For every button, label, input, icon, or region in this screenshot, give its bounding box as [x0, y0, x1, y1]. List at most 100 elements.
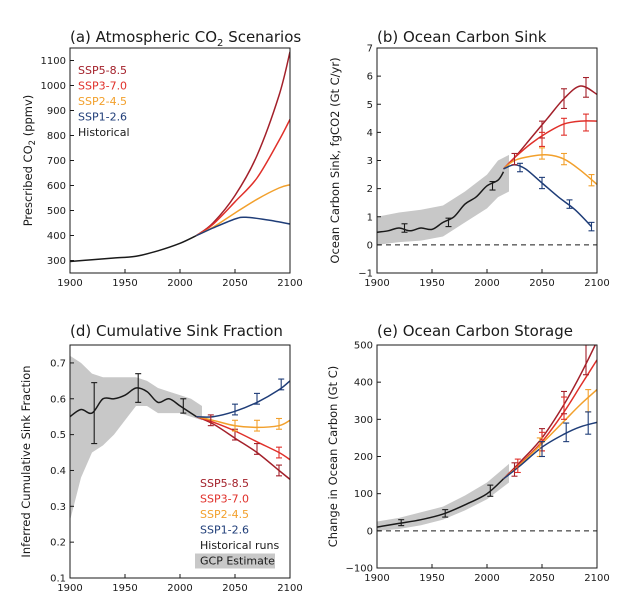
- gcp-band: [377, 154, 509, 245]
- x-tick-label: 2050: [222, 278, 247, 289]
- y-tick-label: 400: [47, 231, 66, 242]
- series-line-ssp585: [196, 416, 290, 480]
- y-tick-label: 500: [354, 341, 373, 352]
- y-tick-label: 900: [47, 106, 66, 117]
- errorbar-ssp585: [583, 76, 589, 98]
- legend-entry: Historical: [78, 126, 130, 139]
- y-tick-label: 1: [367, 212, 373, 223]
- x-tick-label: 1900: [57, 583, 82, 593]
- x-tick-label: 2050: [529, 573, 554, 584]
- errorbar-ssp245: [588, 174, 595, 187]
- errorbar-ssp370: [561, 117, 567, 136]
- series-line-ssp370: [196, 415, 290, 461]
- y-axis-label-a: Prescribed CO2 (ppmv): [21, 95, 38, 227]
- y-tick-label: 0.2: [50, 538, 66, 549]
- x-tick-label: 1900: [57, 278, 82, 289]
- x-tick-label: 2100: [277, 278, 302, 289]
- series-line-ssp126: [503, 421, 597, 480]
- plot-area-b: [377, 76, 597, 246]
- panel-title-e: (e) Ocean Carbon Storage: [377, 322, 573, 340]
- errorbar-ssp126: [539, 441, 545, 458]
- errorbar-ssp126: [232, 403, 238, 416]
- y-tick-label: 0.1: [50, 574, 66, 585]
- errorbar-ssp126: [588, 221, 595, 232]
- series-line-ssp585: [502, 85, 597, 170]
- panel-b: 1900 1950 2000 2050 2100 −1 0 1 2 3 4 5 6 7 (b) Ocean …: [328, 28, 610, 289]
- x-tick-label: 2100: [584, 573, 609, 584]
- errorbar-ssp126: [517, 162, 523, 173]
- errorbar-ssp126: [566, 199, 573, 209]
- y-tick-label: 5: [367, 100, 373, 111]
- y-tick-label: 0.6: [50, 394, 66, 405]
- plot-area-d: [70, 355, 290, 521]
- y-tick-label: 0: [367, 240, 373, 251]
- legend-entry: SSP5-8.5: [200, 477, 249, 490]
- errorbar-ssp370: [561, 396, 567, 420]
- errorbar-ssp245: [232, 419, 238, 432]
- errorbar-ssp126: [563, 422, 570, 443]
- x-tick-label: 2000: [474, 573, 499, 584]
- series-line-ssp370: [502, 120, 597, 170]
- x-tick-label: 2000: [167, 583, 192, 593]
- legend-entry: SSP3-7.0: [200, 493, 249, 506]
- legend-entry: GCP Estimate: [200, 555, 275, 568]
- errorbar-ssp370: [276, 446, 282, 459]
- errorbar-ssp126: [254, 392, 260, 405]
- x-tick-label: 1950: [112, 278, 137, 289]
- errorbar-ssp245: [561, 152, 567, 166]
- legend-entry: SSP1-2.6: [78, 111, 127, 124]
- errorbar-historical: [401, 223, 408, 233]
- y-tick-label: 400: [354, 378, 373, 389]
- errorbar-historical: [442, 509, 449, 518]
- errorbar-ssp585: [511, 152, 518, 166]
- legend-entry: SSP3-7.0: [78, 80, 127, 93]
- panel-title-b: (b) Ocean Carbon Sink: [377, 28, 547, 46]
- panel-e: 1900 1950 2000 2050 2100 −100 0 100 200 300 400 500…: [326, 322, 610, 584]
- panel-title-a: (a) Atmospheric CO2 Scenarios: [70, 28, 301, 49]
- y-tick-label: 200: [354, 452, 373, 463]
- x-tick-label: 2000: [474, 278, 499, 289]
- series-line-ssp585: [502, 345, 597, 480]
- x-tick-label: 1950: [112, 583, 137, 593]
- x-tick-label: 1950: [419, 278, 444, 289]
- series-line-ssp245: [196, 415, 290, 429]
- y-axis-label-b: Ocean Carbon Sink, fgCO2 (Gt C/yr): [328, 57, 342, 263]
- y-axis-label-d: Inferred Cumulative Sink Fraction: [19, 365, 33, 557]
- y-tick-label: 7: [367, 44, 373, 55]
- legend-entry: SSP2-4.5: [78, 95, 127, 108]
- x-tick-label: 2050: [222, 583, 247, 593]
- y-tick-label: 6: [367, 72, 373, 83]
- errorbar-ssp245: [539, 147, 545, 160]
- errorbar-ssp585: [561, 88, 567, 110]
- errorbar-historical: [487, 484, 494, 497]
- y-tick-label: 0.3: [50, 502, 66, 513]
- errorbar-ssp370: [583, 113, 589, 132]
- y-tick-label: 0.5: [50, 430, 66, 441]
- errorbar-historical: [398, 519, 405, 527]
- axes-frame: [376, 344, 598, 569]
- series-line-ssp370: [196, 118, 290, 237]
- x-tick-label: 2100: [277, 583, 302, 593]
- series-line-ssp245: [503, 154, 597, 185]
- y-axis-label-e: Change in Ocean Carbon (Gt C): [326, 366, 340, 547]
- errorbar-ssp245: [585, 389, 592, 413]
- panel-a: 1900 1950 2000 2050 2100 300 400 500 600 700 800 90…: [21, 28, 303, 289]
- errorbar-ssp585: [583, 345, 589, 376]
- y-tick-label: −1: [358, 269, 373, 280]
- legend-gcp-swatch: [195, 553, 275, 569]
- series-line-historical: [70, 234, 197, 263]
- y-tick-label: 0: [367, 526, 373, 537]
- legend-entry: SSP2-4.5: [200, 508, 249, 521]
- errorbar-ssp126: [585, 411, 592, 435]
- x-tick-label: 2000: [167, 278, 192, 289]
- errorbar-ssp126: [539, 176, 545, 190]
- series-line-ssp126: [196, 216, 290, 237]
- y-tick-label: 600: [47, 181, 66, 192]
- y-tick-label: 100: [354, 489, 373, 500]
- errorbar-ssp585: [207, 414, 214, 427]
- y-tick-label: 300: [354, 415, 373, 426]
- legend-entry: SSP5-8.5: [78, 64, 127, 77]
- errorbar-historical: [135, 373, 142, 403]
- y-tick-label: 4: [367, 128, 373, 139]
